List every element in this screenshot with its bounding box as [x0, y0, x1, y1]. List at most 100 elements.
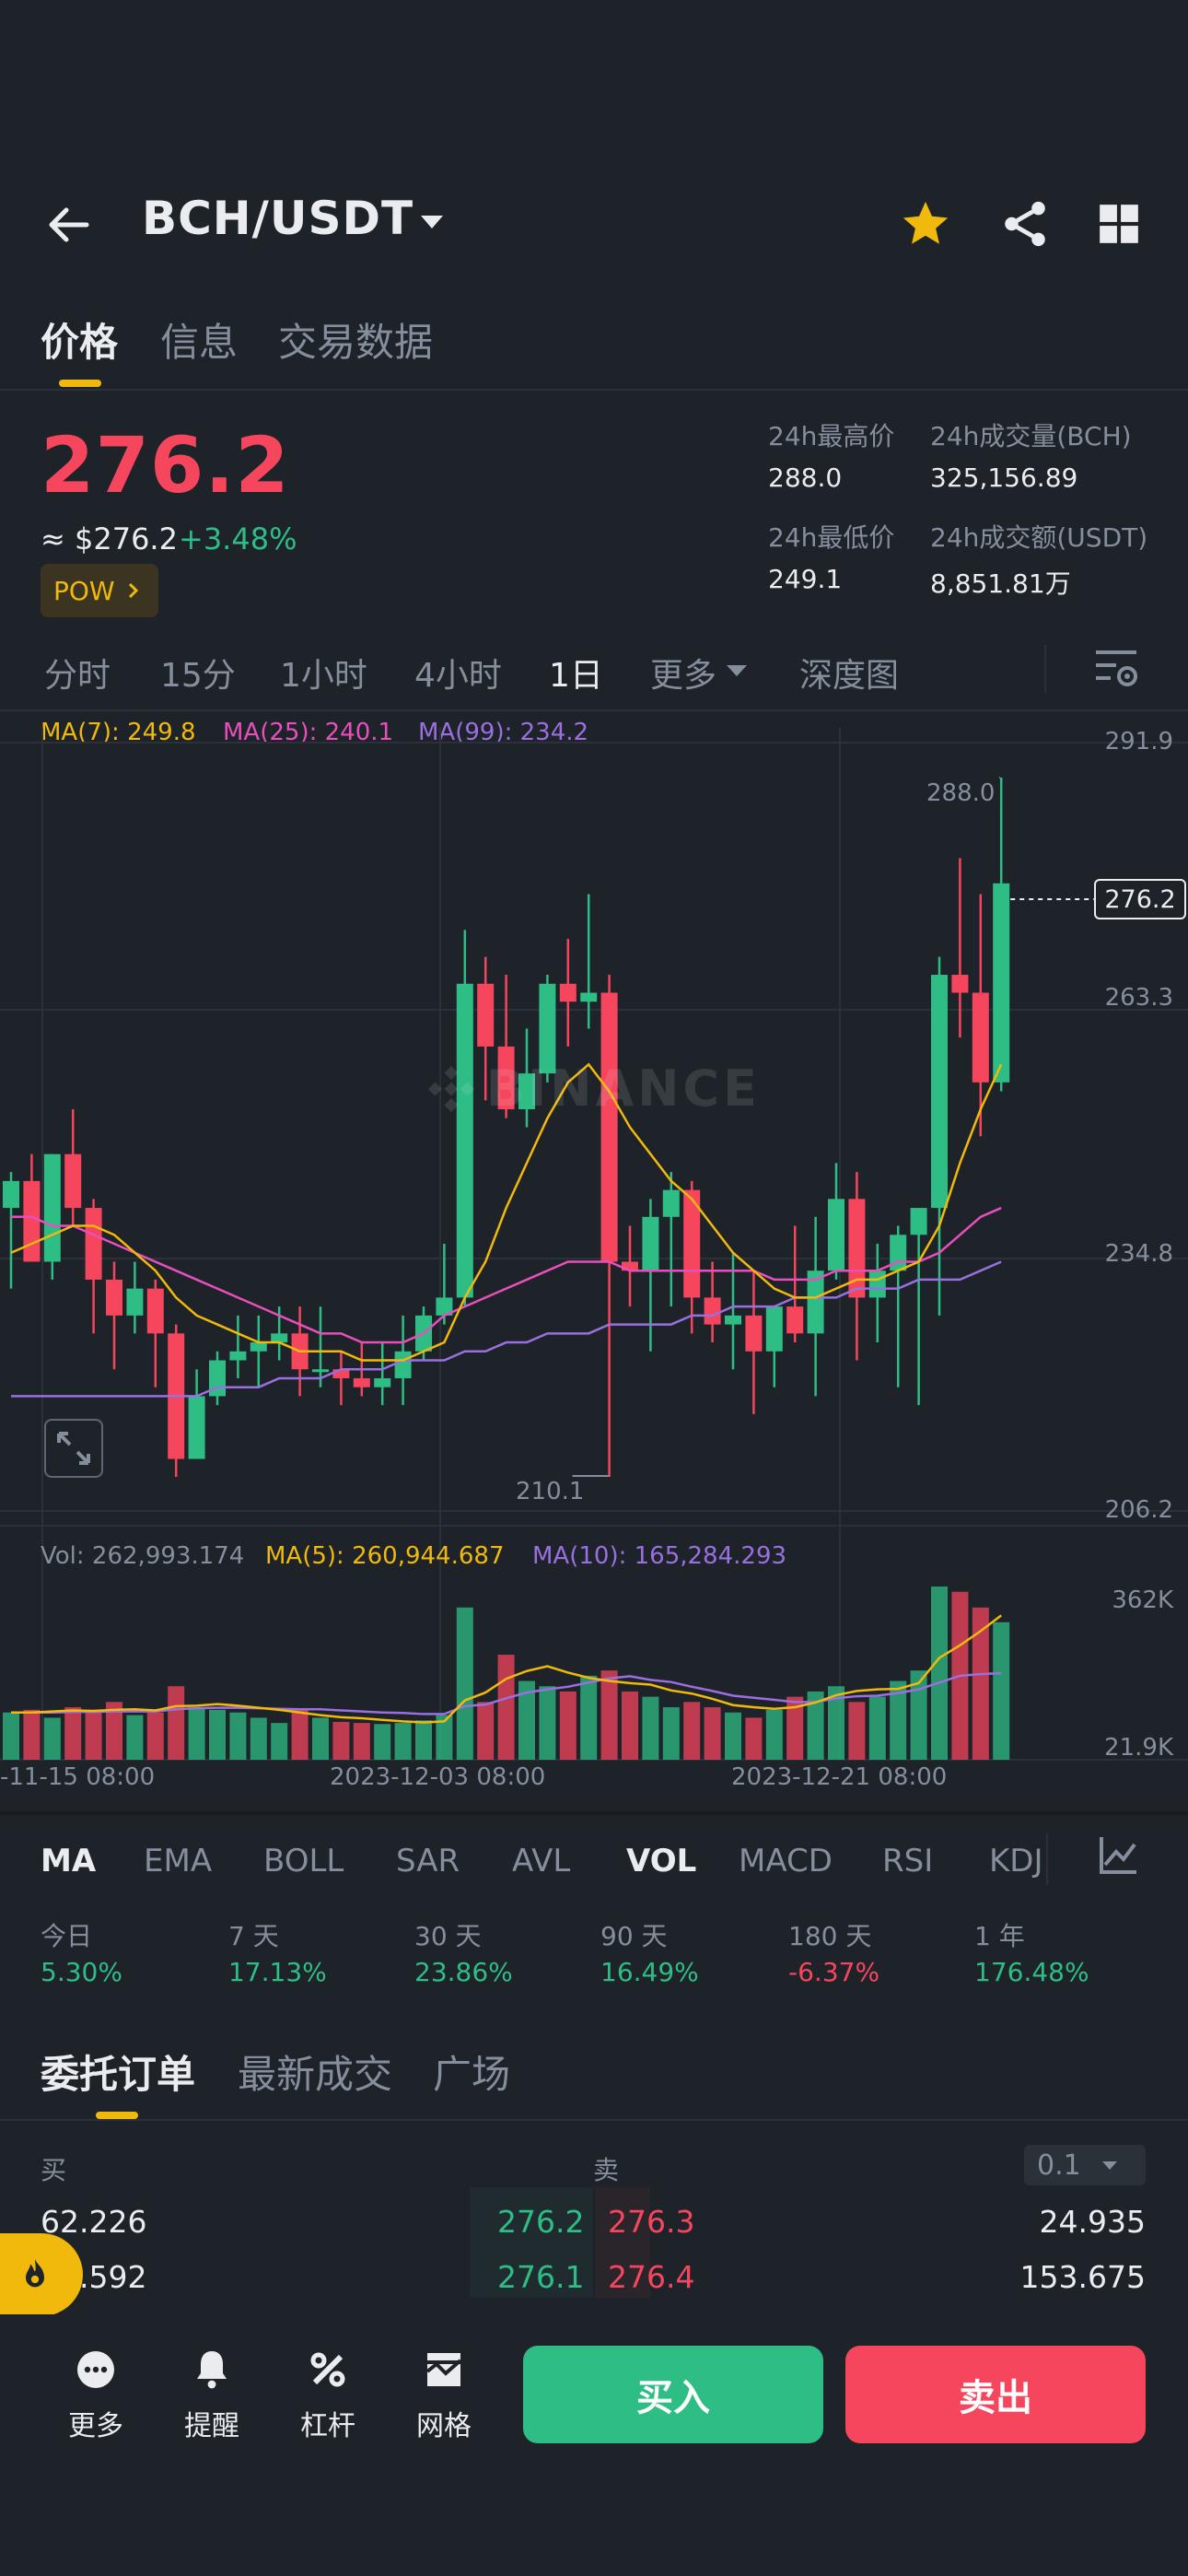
performance-value: 16.49% — [600, 1957, 699, 1987]
tab-info[interactable]: 信息 — [160, 320, 239, 365]
sell-button[interactable]: 卖出 — [845, 2346, 1146, 2443]
back-button[interactable] — [41, 197, 96, 252]
nav-more[interactable]: 更多 — [50, 2348, 142, 2443]
candle-body — [745, 1315, 763, 1352]
volume-bar — [353, 1723, 370, 1760]
pair-dropdown-icon[interactable] — [418, 208, 446, 240]
orderbook-row-2-bid[interactable]: 276.1 — [497, 2259, 585, 2295]
orderbook-row-2-ask[interactable]: 276.4 — [608, 2259, 695, 2295]
candle-body — [580, 992, 598, 1002]
interval-15m[interactable]: 15分 — [160, 657, 236, 695]
interval-depth-chart[interactable]: 深度图 — [799, 657, 900, 695]
volume-bar — [662, 1707, 680, 1760]
candlestick-chart[interactable] — [0, 728, 1188, 1806]
tab-price[interactable]: 价格 — [41, 320, 119, 365]
volume-bar — [415, 1720, 432, 1760]
volume-bar — [188, 1707, 205, 1760]
tab-trading-data[interactable]: 交易数据 — [278, 320, 434, 365]
indicator-settings-icon[interactable] — [1096, 1833, 1140, 1881]
candle-body — [436, 1297, 453, 1316]
date-axis-1: -11-15 08:00 — [0, 1763, 156, 1791]
tab-latest-trades[interactable]: 最新成交 — [238, 2052, 393, 2097]
performance-value: 176.48% — [974, 1957, 1089, 1987]
volume-axis-bottom: 21.9K — [1104, 1734, 1173, 1762]
candle-body — [828, 1199, 844, 1271]
candle-body — [993, 883, 1010, 1083]
stat-volume-value: 325,156.89 — [930, 463, 1078, 493]
candle-body — [23, 1180, 41, 1262]
interval-bar-divider — [0, 709, 1188, 711]
volume-bar — [146, 1712, 164, 1760]
share-icon[interactable] — [998, 197, 1052, 254]
orderbook-row-1-ask[interactable]: 276.3 — [608, 2204, 695, 2240]
indicator-ema[interactable]: EMA — [144, 1843, 213, 1879]
ma7-line — [10, 1062, 1003, 1362]
candle-body — [600, 992, 618, 1262]
candle-body — [353, 1377, 370, 1388]
candle-body — [85, 1208, 102, 1280]
stat-amount-value: 8,851.81万 — [930, 568, 1071, 599]
candle-body — [662, 1189, 680, 1217]
tab-square[interactable]: 广场 — [433, 2052, 511, 2097]
candle-body — [518, 1073, 535, 1110]
indicator-kdj[interactable]: KDJ — [989, 1843, 1043, 1879]
volume-bar — [436, 1715, 453, 1760]
interval-more[interactable]: 更多 — [650, 657, 717, 695]
volume-bar — [312, 1717, 329, 1760]
more-icon — [77, 2351, 114, 2388]
indicator-boll[interactable]: BOLL — [263, 1843, 344, 1879]
volume-bar — [168, 1686, 185, 1760]
interval-4h[interactable]: 4小时 — [414, 657, 502, 695]
interval-1h[interactable]: 1小时 — [280, 657, 367, 695]
chevron-right-icon — [128, 582, 138, 599]
orderbook-row-1-bid[interactable]: 276.2 — [497, 2204, 585, 2240]
orderbook-row-1-ask-qty: 24.935 — [1039, 2204, 1146, 2240]
tab-order-book[interactable]: 委托订单 — [41, 2052, 196, 2097]
chart-settings-icon[interactable] — [1092, 645, 1140, 697]
performance-label: 90 天 — [600, 1921, 668, 1951]
pow-tag[interactable]: POW — [41, 564, 158, 617]
indicator-vol[interactable]: VOL — [626, 1843, 697, 1879]
volume-bar — [600, 1670, 618, 1760]
volume-bar — [642, 1696, 659, 1760]
indicator-macd[interactable]: MACD — [739, 1843, 833, 1879]
fullscreen-button[interactable] — [44, 1419, 103, 1478]
orderbook-row-1-bid-qty: 62.226 — [41, 2204, 147, 2240]
buy-button[interactable]: 买入 — [523, 2346, 823, 2443]
volume-bar — [539, 1686, 556, 1760]
nav-leverage-label: 杠杆 — [300, 2410, 355, 2442]
volume-bar — [765, 1709, 783, 1760]
volume-bar — [993, 1622, 1010, 1760]
indicator-ma[interactable]: MA — [41, 1843, 97, 1879]
watermark-text: BINANCE — [486, 1060, 761, 1118]
price-axis-2: 263.3 — [1104, 984, 1173, 1012]
nav-alert[interactable]: 提醒 — [166, 2348, 258, 2443]
volume-bar — [704, 1707, 721, 1760]
favorite-star-icon[interactable] — [899, 197, 952, 254]
nav-leverage[interactable]: 杠杆 — [282, 2348, 374, 2443]
pair-title[interactable]: BCH/USDT — [142, 192, 414, 245]
performance-value: 23.86% — [414, 1957, 513, 1987]
candle-body — [704, 1297, 721, 1325]
volume-bar — [725, 1712, 741, 1760]
volume-bar — [622, 1691, 638, 1760]
performance-label: 7 天 — [228, 1921, 279, 1951]
interval-time-sharing[interactable]: 分时 — [44, 657, 111, 695]
performance-value: 5.30% — [41, 1957, 122, 1987]
stat-volume-label: 24h成交量(BCH) — [930, 421, 1132, 451]
nav-grid-trading[interactable]: 网格 — [398, 2348, 490, 2443]
orderbook-row-2-ask-qty: 153.675 — [1019, 2259, 1146, 2295]
volume-bar — [394, 1723, 412, 1760]
floating-action-button[interactable] — [0, 2233, 83, 2316]
more-dropdown-icon[interactable] — [724, 658, 750, 687]
grid-menu-icon[interactable] — [1096, 201, 1142, 251]
indicator-sar[interactable]: SAR — [396, 1843, 460, 1879]
volume-legend: Vol: 262,993.174 — [41, 1542, 245, 1570]
interval-1d[interactable]: 1日 — [549, 657, 603, 695]
indicator-rsi[interactable]: RSI — [882, 1843, 934, 1879]
volume-bar — [559, 1691, 577, 1760]
volume-ma5-line — [11, 1614, 1002, 1724]
indicator-avl[interactable]: AVL — [512, 1843, 571, 1879]
precision-select[interactable]: 0.1 — [1024, 2145, 1146, 2185]
volume-bar — [126, 1715, 144, 1760]
